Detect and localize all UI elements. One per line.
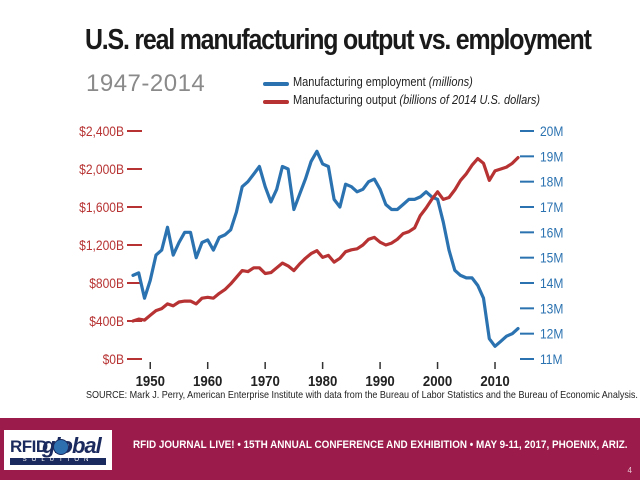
logo-bar xyxy=(10,458,106,465)
footer-event-text: RFID JOURNAL LIVE! • 15TH ANNUAL CONFERE… xyxy=(133,439,628,451)
x-axis-tick-label: 2010 xyxy=(480,372,509,389)
page-number: 4 xyxy=(627,466,632,475)
chart-title: U.S. real manufacturing output vs. emplo… xyxy=(85,24,592,56)
x-axis-tick-label: 2000 xyxy=(423,372,452,389)
chart-subtitle: 1947-2014 xyxy=(86,70,206,97)
series-line-employment xyxy=(131,149,520,348)
legend-swatch-output xyxy=(263,100,289,104)
right-axis-tick-label: 12M xyxy=(540,326,563,342)
right-axis-tick-label: 16M xyxy=(540,224,563,240)
left-axis-tick-label: $1,200B xyxy=(79,237,124,253)
legend-label-employment: Manufacturing employment (millions) xyxy=(293,75,473,89)
x-axis-tick-label: 1960 xyxy=(193,372,222,389)
x-axis-tick-label: 1990 xyxy=(365,372,394,389)
logo-global-text: global xyxy=(42,433,102,458)
x-axis-tick-label: 1980 xyxy=(308,372,337,389)
right-axis-tick-label: 13M xyxy=(540,300,563,316)
chart-svg: $0B $400B $800B $1,200B $1,600B $2,000B $2,400… xyxy=(79,123,563,389)
right-axis-tick-label: 18M xyxy=(540,174,563,190)
footer-bar: RFID global SOLUTION RFID JOURNAL LIVE! … xyxy=(0,418,640,480)
legend-swatch-employment xyxy=(263,82,289,86)
left-axis-tick-label: $0B xyxy=(103,351,125,367)
rfid-global-logo: RFID global SOLUTION xyxy=(4,430,112,470)
logo-rfid-text: RFID xyxy=(10,437,48,456)
x-axis-tick-label: 1950 xyxy=(136,372,165,389)
right-axis-tick-label: 15M xyxy=(540,250,563,266)
x-axis-tick-label: 1970 xyxy=(251,372,280,389)
left-axis-tick-label: $800B xyxy=(89,275,124,291)
series-line-output xyxy=(131,156,520,323)
left-axis-tick-label: $2,000B xyxy=(79,161,124,177)
globe-icon xyxy=(53,439,69,455)
legend-label-output: Manufacturing output (billions of 2014 U… xyxy=(293,93,541,107)
right-axis-tick-label: 20M xyxy=(540,123,563,139)
left-axis-tick-label: $1,600B xyxy=(79,199,124,215)
source-note: SOURCE: Mark J. Perry, American Enterpri… xyxy=(86,389,638,401)
left-axis-tick-label: $2,400B xyxy=(79,123,124,139)
right-axis-tick-label: 14M xyxy=(540,275,563,291)
right-axis-tick-label: 17M xyxy=(540,199,563,215)
logo-solution-text: SOLUTION xyxy=(22,457,94,463)
right-axis-tick-label: 11M xyxy=(540,351,563,367)
right-axis-tick-label: 19M xyxy=(540,148,563,164)
left-axis-tick-label: $400B xyxy=(89,313,124,329)
